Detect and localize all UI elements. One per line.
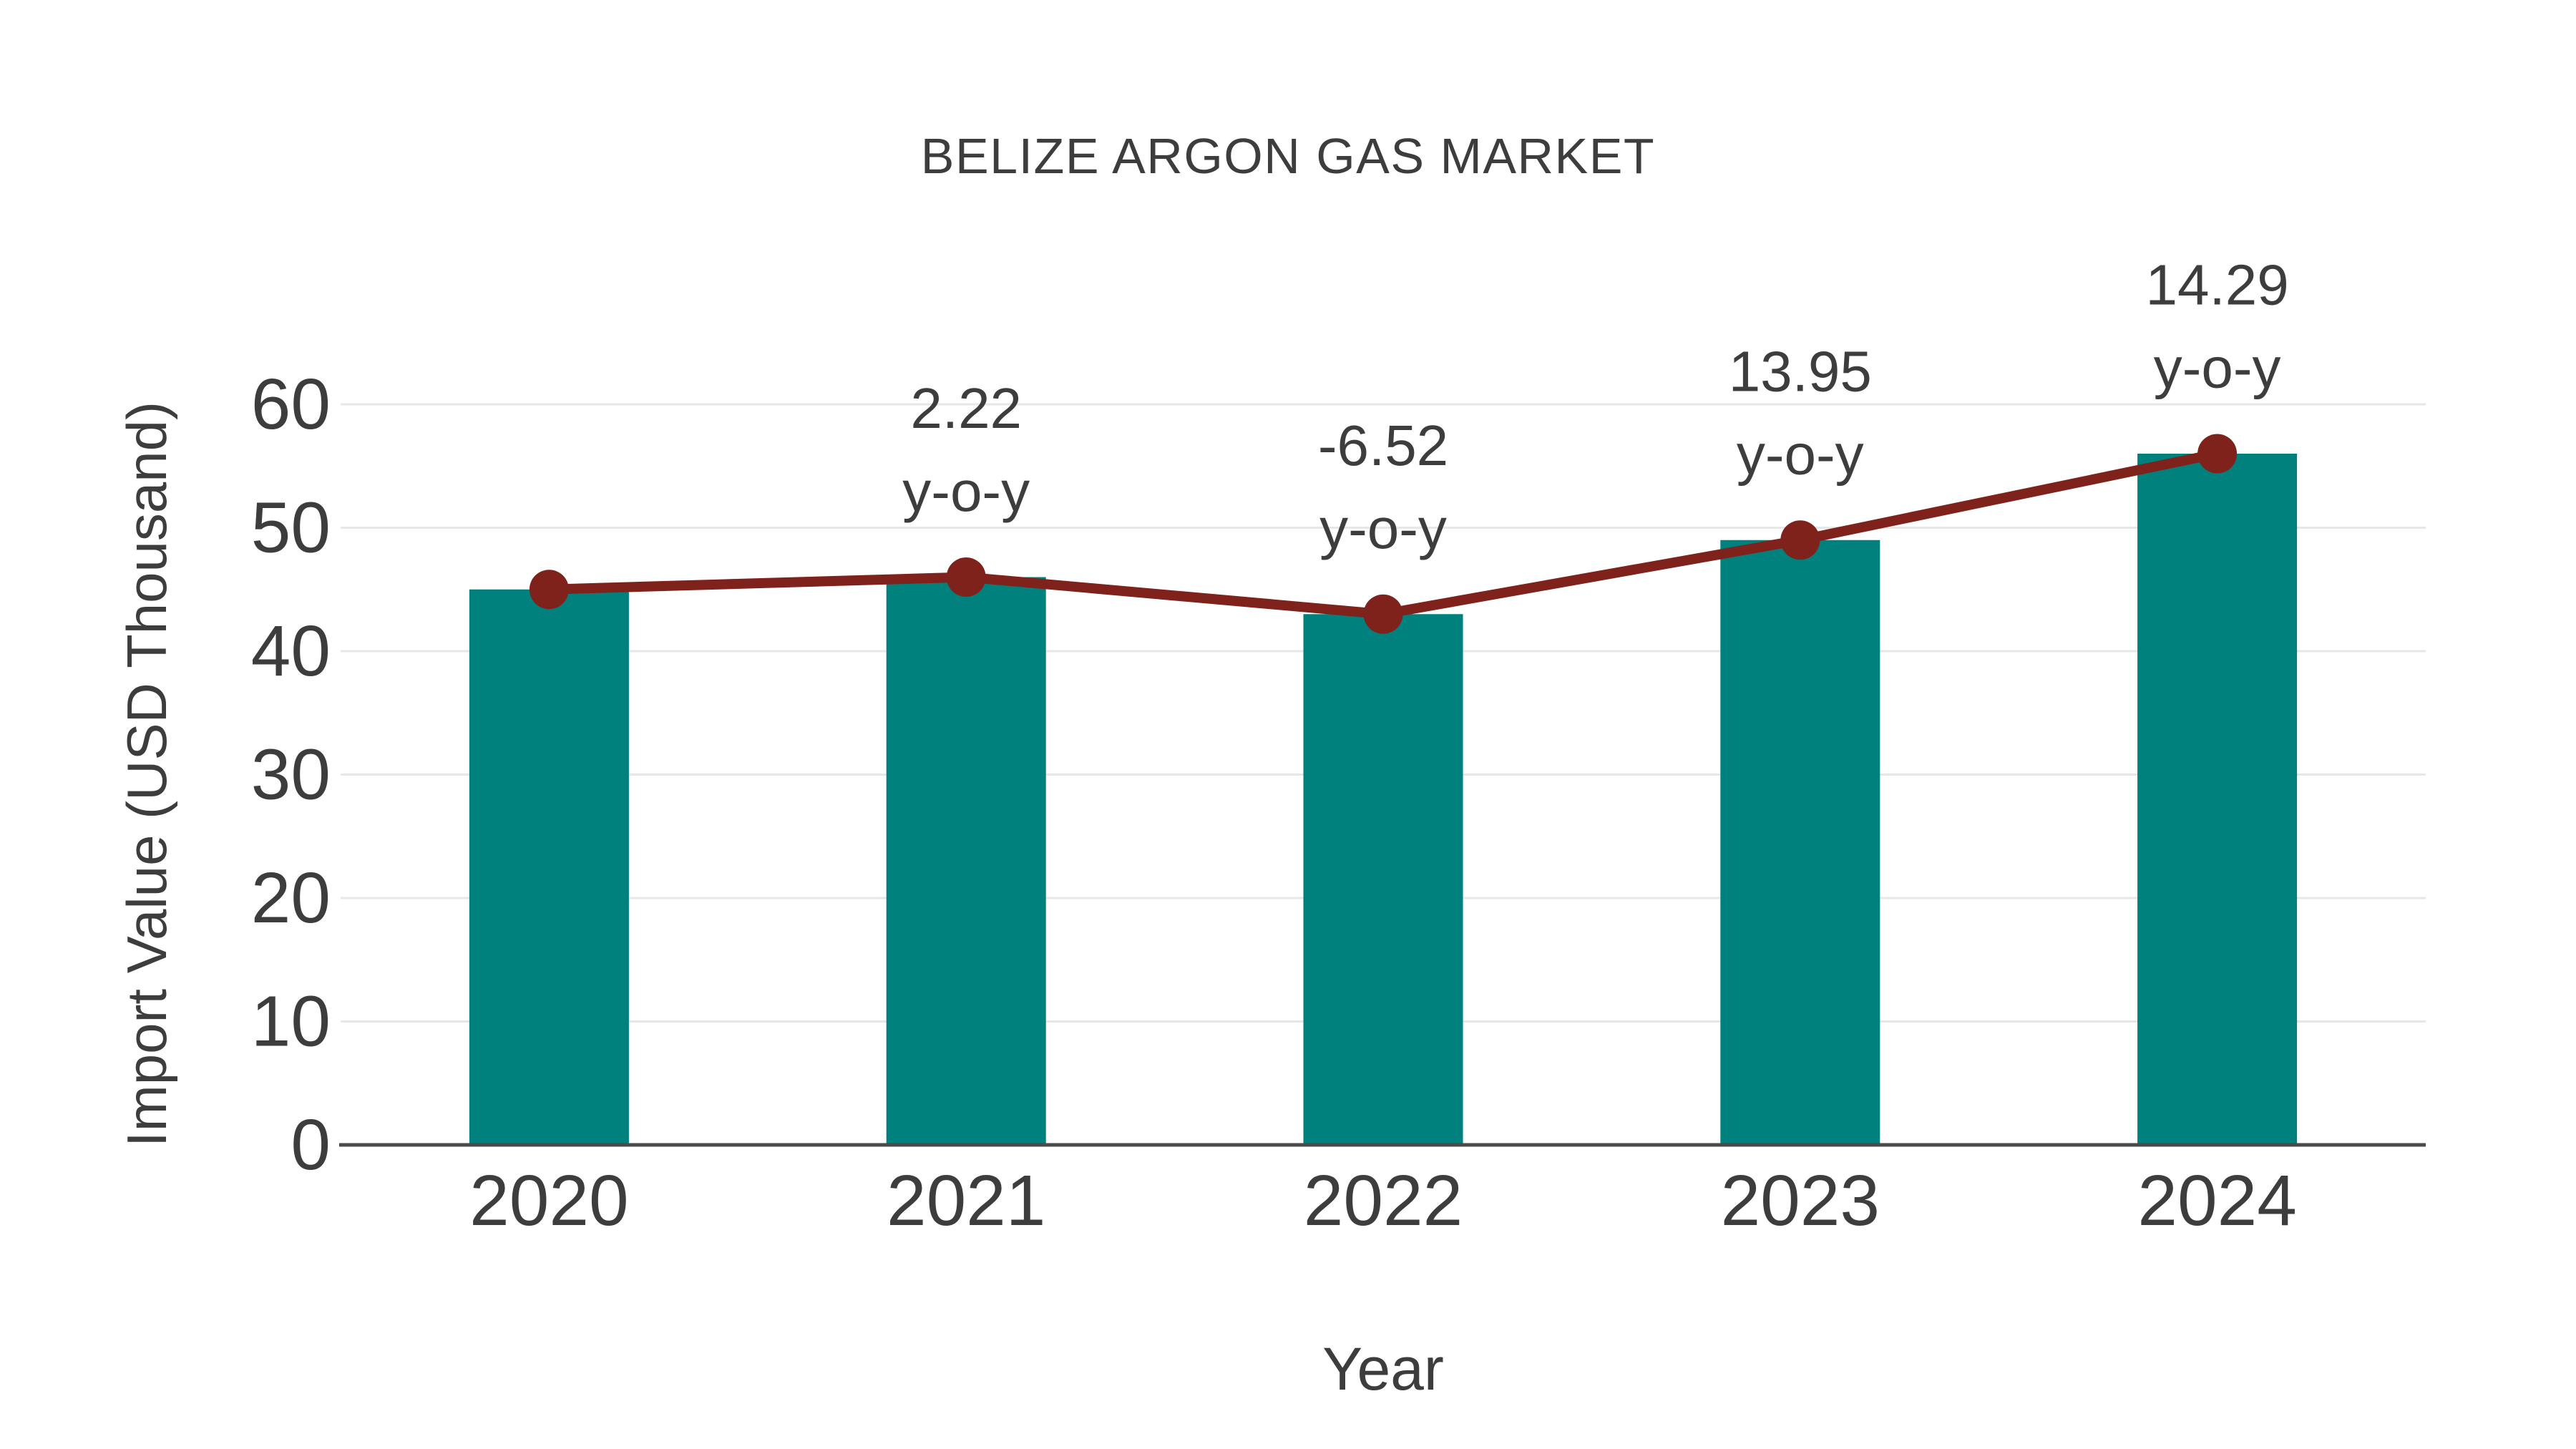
x-axis-title: Year — [1322, 1335, 1444, 1402]
y-tick-label: 40 — [251, 611, 331, 691]
y-tick-label: 20 — [251, 858, 331, 938]
annotation-suffix-2021: y-o-y — [902, 459, 1030, 523]
data-point-2024 — [2197, 434, 2238, 474]
x-tick-label: 2024 — [2137, 1161, 2296, 1241]
chart-title: BELIZE ARGON GAS MARKET — [921, 128, 1655, 184]
y-tick-label: 0 — [291, 1105, 331, 1185]
x-tick-label: 2023 — [1721, 1161, 1880, 1241]
annotation-value-2021: 2.22 — [910, 376, 1022, 440]
annotation-value-2022: -6.52 — [1318, 414, 1448, 477]
annotation-value-2024: 14.29 — [2145, 253, 2288, 317]
y-tick-label: 60 — [251, 364, 331, 444]
x-tick-label: 2022 — [1304, 1161, 1463, 1241]
annotation-suffix-2023: y-o-y — [1737, 422, 1864, 486]
x-tick-label: 2021 — [887, 1161, 1045, 1241]
data-point-2023 — [1780, 520, 1820, 560]
y-tick-label: 30 — [251, 735, 331, 815]
bar-2023 — [1720, 540, 1880, 1145]
y-tick-label: 50 — [251, 488, 331, 568]
annotation-value-2023: 13.95 — [1729, 339, 1872, 403]
bar-2021 — [886, 577, 1046, 1145]
annotation-suffix-2024: y-o-y — [2154, 336, 2281, 400]
bar-2024 — [2137, 454, 2298, 1145]
y-axis-title: Import Value (USD Thousand) — [115, 401, 178, 1147]
data-point-2021 — [946, 557, 986, 597]
plot-area: 0 10 20 30 40 50 60 2020 2021 2022 2023 2024 2.22 y-o… — [251, 253, 2426, 1241]
y-tick-label: 10 — [251, 982, 331, 1062]
bar-2020 — [469, 589, 629, 1145]
data-point-2020 — [529, 570, 569, 610]
data-point-2022 — [1363, 594, 1403, 634]
annotation-suffix-2022: y-o-y — [1319, 497, 1447, 560]
bar-2022 — [1303, 614, 1463, 1145]
x-tick-label: 2020 — [469, 1161, 628, 1241]
